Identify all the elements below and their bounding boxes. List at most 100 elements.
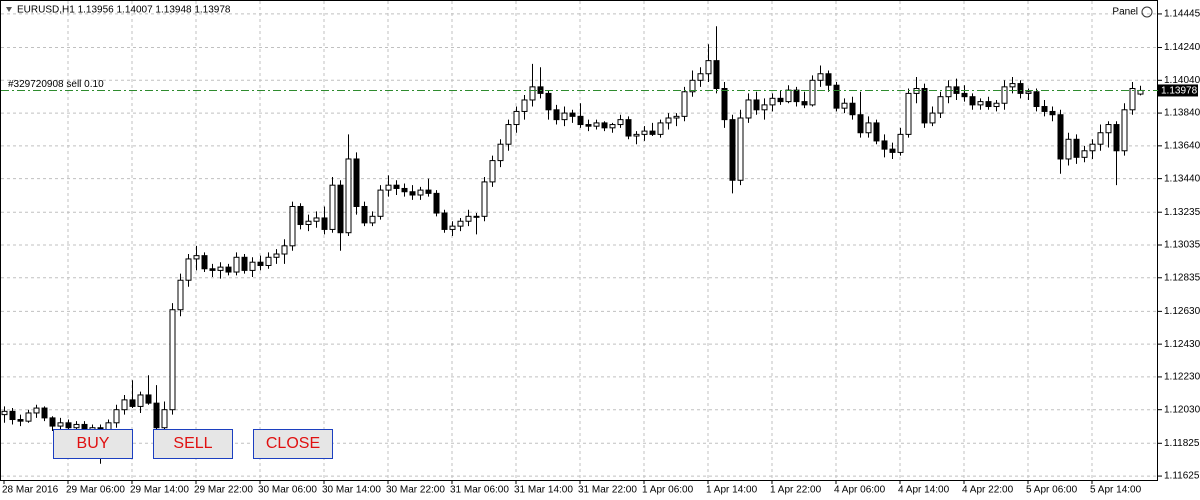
candle-body — [33, 407, 40, 414]
candle-body — [993, 102, 1000, 108]
candle-body — [337, 184, 344, 234]
candle-body — [617, 119, 624, 126]
candle-body — [401, 187, 408, 193]
y-tick-label: 1.13440 — [1164, 173, 1200, 184]
candle-body — [553, 109, 560, 121]
candle-body — [681, 91, 688, 117]
candle-body — [969, 96, 976, 106]
buy-button[interactable]: BUY — [53, 429, 133, 459]
candle-body — [745, 99, 752, 119]
candle-body — [145, 394, 152, 404]
candle-body — [1017, 83, 1024, 94]
candle-body — [257, 261, 264, 266]
candle-body — [793, 89, 800, 103]
candle-body — [1137, 89, 1144, 95]
candle-body — [481, 181, 488, 217]
candle-body — [921, 87, 928, 124]
candle-body — [457, 220, 464, 227]
candle-body — [529, 86, 536, 101]
candle-body — [281, 245, 288, 255]
candle-body — [425, 189, 432, 194]
candle-body — [729, 119, 736, 181]
candle-body — [689, 79, 696, 93]
candle-body — [1, 410, 8, 416]
candle-body — [585, 124, 592, 127]
chart-layer — [1, 1, 1158, 480]
candle-body — [505, 124, 512, 145]
candle-body — [1065, 138, 1072, 160]
candle-body — [641, 130, 648, 135]
candle-body — [353, 158, 360, 207]
candle-body — [1033, 91, 1040, 108]
candle-body — [417, 189, 424, 196]
candle-body — [473, 215, 480, 218]
candle-body — [313, 217, 320, 222]
panel-icon[interactable] — [1141, 6, 1153, 18]
candle-body — [881, 140, 888, 150]
x-tick-label: 29 Mar 14:00 — [130, 485, 189, 496]
candle-body — [769, 97, 776, 106]
candle-body — [265, 256, 272, 266]
x-tick-label: 31 Mar 22:00 — [578, 485, 637, 496]
y-tick-label: 1.14445 — [1164, 9, 1200, 20]
candle-body — [657, 122, 664, 135]
candle-body — [177, 279, 184, 311]
candle-body — [377, 189, 384, 217]
price-tag-label: 1.13978 — [1161, 86, 1198, 97]
candle-body — [865, 122, 872, 134]
x-tick-label: 4 Apr 14:00 — [898, 485, 950, 496]
candle-body — [673, 115, 680, 119]
candle-body — [9, 410, 16, 421]
x-tick-label: 29 Mar 22:00 — [194, 485, 253, 496]
candle-body — [817, 73, 824, 81]
close-button[interactable]: CLOSE — [253, 429, 333, 459]
candle-body — [1057, 114, 1064, 160]
y-tick-label: 1.12430 — [1164, 339, 1200, 350]
candle-body — [737, 117, 744, 181]
candle-body — [521, 99, 528, 112]
candle-body — [905, 92, 912, 135]
candle-body — [433, 192, 440, 214]
candle-body — [225, 266, 232, 273]
menu-icon — [6, 7, 12, 12]
x-tick-label: 4 Apr 22:00 — [962, 485, 1014, 496]
candle-body — [201, 255, 208, 270]
candle-body — [1089, 143, 1096, 152]
candle-body — [721, 87, 728, 121]
y-tick-label: 1.12835 — [1164, 272, 1200, 283]
candle-body — [649, 130, 656, 135]
sell-button[interactable]: SELL — [153, 429, 233, 459]
chart-title: EURUSD,H1 1.13956 1.14007 1.13948 1.1397… — [17, 5, 231, 16]
candle-body — [601, 122, 608, 129]
candle-body — [561, 112, 568, 121]
candle-body — [441, 212, 448, 230]
y-tick-label: 1.12230 — [1164, 372, 1200, 383]
candle-body — [809, 79, 816, 106]
candle-body — [1113, 124, 1120, 152]
panel-label[interactable]: Panel — [1112, 7, 1138, 18]
candle-body — [193, 255, 200, 260]
candle-body — [857, 114, 864, 134]
candle-body — [761, 104, 768, 111]
candle-body — [113, 409, 120, 424]
candle-body — [577, 115, 584, 126]
x-tick-label: 31 Mar 14:00 — [514, 485, 573, 496]
candle-body — [41, 407, 48, 419]
candle-body — [249, 261, 256, 271]
candle-body — [1001, 86, 1008, 104]
candle-body — [305, 220, 312, 226]
candle-body — [297, 205, 304, 226]
candle-body — [625, 119, 632, 137]
candle-body — [329, 184, 336, 230]
candle-body — [833, 84, 840, 109]
candle-body — [129, 399, 136, 407]
candle-body — [137, 394, 144, 407]
candle-body — [169, 309, 176, 411]
x-tick-label: 5 Apr 06:00 — [1026, 485, 1078, 496]
x-tick-label: 29 Mar 06:00 — [66, 485, 125, 496]
candle-body — [897, 133, 904, 153]
candle-body — [161, 409, 168, 429]
